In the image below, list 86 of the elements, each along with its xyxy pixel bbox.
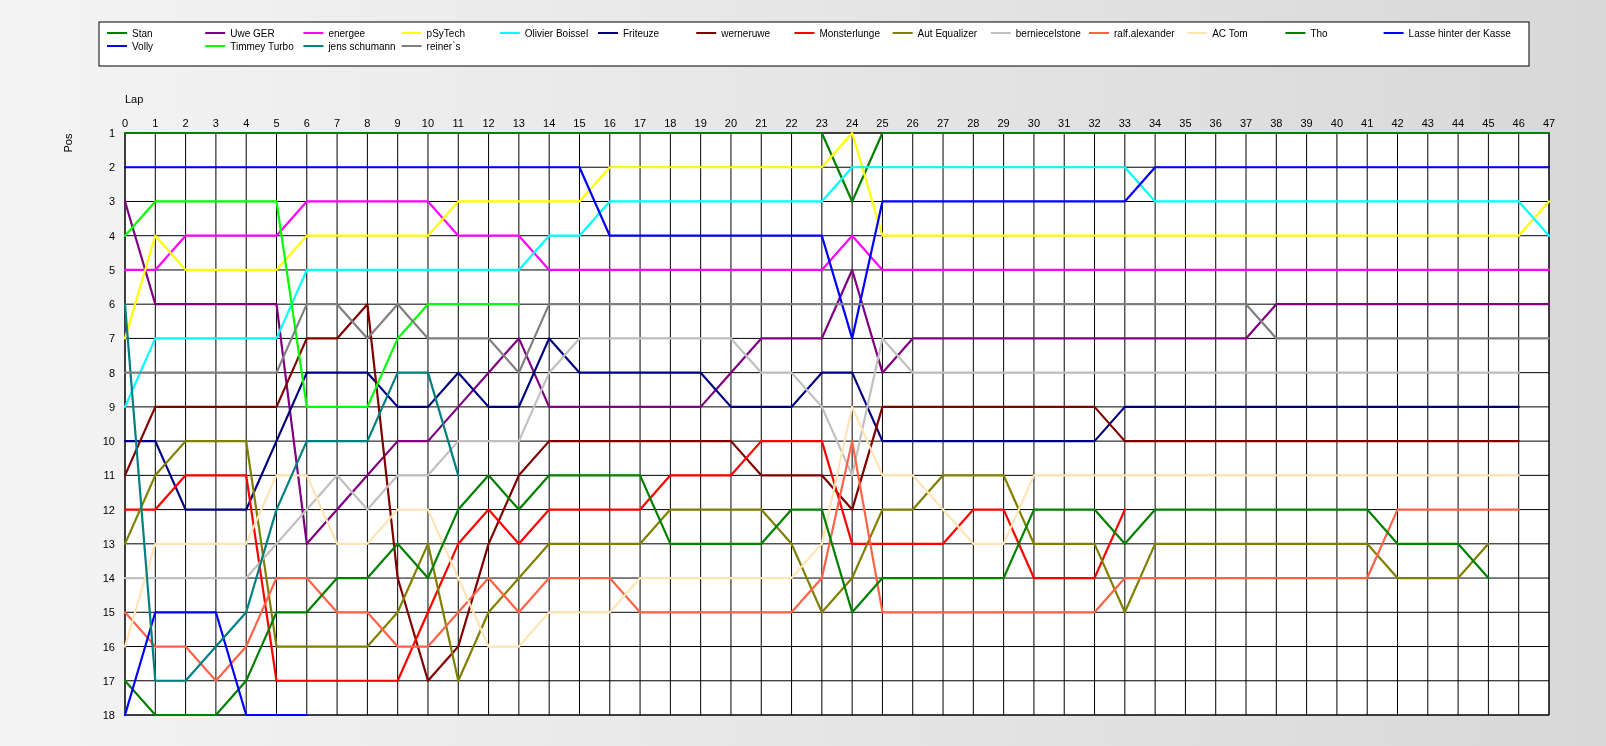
legend-label: ralf.alexander bbox=[1114, 28, 1176, 39]
x-tick-label: 23 bbox=[815, 117, 828, 129]
y-tick-label: 14 bbox=[102, 572, 115, 585]
y-tick-label: 8 bbox=[108, 366, 115, 379]
y-tick-label: 9 bbox=[108, 400, 115, 413]
x-tick-label: 16 bbox=[603, 117, 616, 129]
legend-label: reiner`s bbox=[426, 41, 461, 52]
legend-label: werneruwe bbox=[720, 28, 771, 39]
x-tick-label: 45 bbox=[1482, 117, 1495, 129]
legend-label: pSyTech bbox=[426, 28, 465, 39]
y-tick-label: 5 bbox=[108, 263, 115, 276]
legend-label: Lasse hinter der Kasse bbox=[1408, 28, 1512, 39]
y-tick-label: 11 bbox=[103, 469, 115, 482]
legend-label: Friteuze bbox=[623, 28, 660, 39]
x-tick-label: 37 bbox=[1239, 117, 1253, 129]
x-tick-label: 18 bbox=[664, 117, 677, 129]
y-tick-label: 7 bbox=[108, 332, 115, 345]
y-tick-label: 4 bbox=[108, 229, 115, 242]
x-tick-label: 29 bbox=[997, 117, 1010, 129]
x-tick-label: 22 bbox=[785, 117, 798, 129]
x-tick-label: 12 bbox=[482, 117, 495, 129]
x-tick-label: 36 bbox=[1209, 117, 1222, 129]
x-tick-label: 9 bbox=[394, 117, 401, 129]
x-tick-label: 0 bbox=[121, 117, 129, 129]
x-tick-label: 30 bbox=[1027, 117, 1041, 129]
x-tick-label: 10 bbox=[421, 117, 435, 129]
y-tick-label: 2 bbox=[108, 161, 115, 174]
y-tick-label: 1 bbox=[108, 127, 115, 139]
y-tick-label: 18 bbox=[102, 709, 115, 721]
x-tick-label: 34 bbox=[1149, 117, 1162, 129]
x-tick-label: 14 bbox=[543, 117, 556, 129]
x-tick-label: 46 bbox=[1512, 117, 1525, 129]
x-tick-label: 15 bbox=[573, 117, 586, 129]
legend-label: berniecelstone bbox=[1015, 28, 1082, 39]
legend-label: Olivier Boissel bbox=[524, 28, 589, 39]
x-tick-label: 31 bbox=[1058, 117, 1071, 129]
y-tick-label: 6 bbox=[108, 298, 115, 311]
x-tick-label: 21 bbox=[755, 117, 768, 129]
x-axis-title: Lap bbox=[125, 93, 144, 105]
x-tick-label: 3 bbox=[212, 117, 219, 129]
x-tick-label: 24 bbox=[846, 117, 859, 129]
x-tick-label: 35 bbox=[1179, 117, 1192, 129]
x-tick-label: 19 bbox=[694, 117, 707, 129]
x-tick-label: 33 bbox=[1118, 117, 1131, 129]
y-tick-label: 13 bbox=[102, 537, 115, 550]
y-tick-label: 16 bbox=[102, 640, 115, 653]
y-tick-label: 15 bbox=[102, 606, 115, 619]
x-tick-label: 39 bbox=[1300, 117, 1313, 129]
x-tick-label: 6 bbox=[303, 117, 310, 129]
x-tick-label: 28 bbox=[967, 117, 980, 129]
x-tick-label: 13 bbox=[512, 117, 525, 129]
x-tick-label: 38 bbox=[1270, 117, 1283, 129]
legend-label: Stan bbox=[132, 28, 153, 39]
y-tick-label: 17 bbox=[102, 674, 115, 687]
x-tick-label: 26 bbox=[906, 117, 919, 129]
x-tick-label: 32 bbox=[1088, 117, 1101, 129]
legend-label: AC Tom bbox=[1212, 28, 1248, 39]
legend-label: jens schumann bbox=[327, 41, 396, 52]
x-tick-label: 17 bbox=[633, 117, 647, 129]
x-tick-label: 20 bbox=[724, 117, 738, 129]
y-tick-label: 3 bbox=[108, 195, 115, 208]
x-tick-label: 1 bbox=[152, 117, 159, 129]
x-tick-label: 40 bbox=[1330, 117, 1344, 129]
x-tick-label: 42 bbox=[1391, 117, 1404, 129]
legend-label: Aut Equalizer bbox=[917, 28, 978, 39]
x-tick-label: 5 bbox=[273, 117, 280, 129]
y-tick-label: 10 bbox=[102, 435, 115, 448]
x-tick-label: 7 bbox=[334, 117, 341, 129]
x-tick-label: 8 bbox=[364, 117, 371, 129]
x-tick-label: 47 bbox=[1542, 117, 1556, 129]
legend-label: Timmey Turbo bbox=[230, 41, 295, 52]
x-tick-label: 25 bbox=[876, 117, 889, 129]
legend-label: Tho bbox=[1310, 28, 1329, 39]
x-tick-label: 27 bbox=[936, 117, 950, 129]
legend-label: Uwe GER bbox=[230, 28, 275, 39]
x-tick-label: 41 bbox=[1361, 117, 1374, 129]
y-tick-label: 12 bbox=[102, 503, 115, 516]
x-tick-label: 43 bbox=[1421, 117, 1434, 129]
x-tick-label: 44 bbox=[1451, 117, 1465, 129]
x-tick-label: 2 bbox=[182, 117, 189, 129]
legend-label: energee bbox=[328, 28, 366, 39]
x-tick-label: 11 bbox=[452, 117, 464, 129]
legend-label: Volly bbox=[132, 41, 154, 52]
legend-label: Monsterlunge bbox=[819, 28, 881, 39]
y-axis-title: Pos bbox=[62, 133, 74, 153]
x-tick-label: 4 bbox=[243, 117, 250, 129]
